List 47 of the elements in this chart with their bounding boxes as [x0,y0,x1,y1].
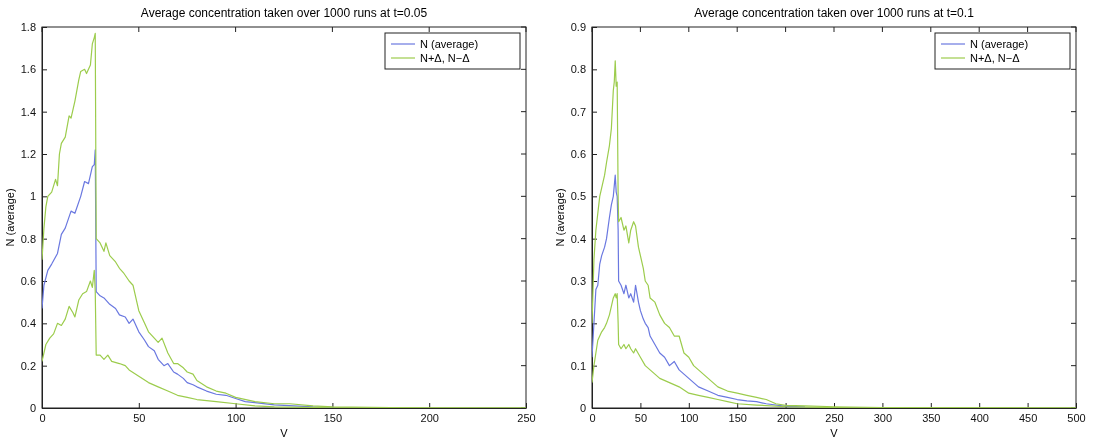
x-tick-label: 150 [728,411,747,424]
y-tick-label: 0.8 [570,63,586,76]
x-tick-label: 200 [776,411,796,424]
y-tick-label: 0.1 [570,359,586,372]
x-tick-label: 450 [1018,411,1038,424]
x-tick-label: 100 [680,411,699,424]
x-tick-label: 300 [873,411,893,424]
y-tick-label: 1 [29,190,36,203]
y-tick-label: 0.2 [570,317,586,330]
legend-label: N+Δ, N−Δ [420,52,471,64]
y-axis-title: N (average) [554,188,566,247]
y-tick-label: 1.8 [20,21,36,34]
y-tick-label: 0.3 [570,275,586,288]
y-tick-label: 1.4 [20,105,36,118]
y-tick-label: 0 [29,402,36,415]
y-tick-label: 0.4 [20,317,36,330]
legend-label: N (average) [420,38,479,50]
x-tick-label: 350 [922,411,941,424]
y-tick-label: 1.2 [20,148,36,161]
x-tick-label: 0 [39,411,46,424]
legend-label: N (average) [970,38,1029,50]
x-tick-label: 50 [133,411,146,424]
chart-title: Average concentration taken over 1000 runs at t=0.05 [140,6,428,20]
y-tick-label: 0 [579,402,586,415]
y-tick-label: 0.2 [20,359,36,372]
x-tick-label: 100 [226,411,246,424]
y-tick-label: 0.6 [20,275,36,288]
y-axis-title: N (average) [4,188,16,247]
y-tick-label: 0.9 [570,21,586,34]
x-tick-label: 150 [323,411,343,424]
legend-label: N+Δ, N−Δ [970,52,1021,64]
y-tick-label: 0.6 [570,148,586,161]
x-tick-label: 250 [825,411,844,424]
x-axis-title: V [280,427,289,439]
y-tick-label: 1.6 [20,63,36,76]
x-tick-label: 0 [589,411,596,424]
x-tick-label: 250 [517,411,536,424]
y-tick-label: 0.8 [20,232,36,245]
x-tick-label: 500 [1067,411,1086,424]
y-tick-label: 0.4 [570,232,586,245]
x-axis-title: V [830,427,839,439]
chart-title: Average concentration taken over 1000 runs at t=0.1 [694,6,975,20]
x-tick-label: 50 [634,411,648,424]
x-tick-label: 200 [420,411,439,424]
y-tick-label: 0.5 [570,190,586,203]
y-tick-label: 0.7 [570,105,586,118]
x-tick-label: 400 [970,411,989,424]
